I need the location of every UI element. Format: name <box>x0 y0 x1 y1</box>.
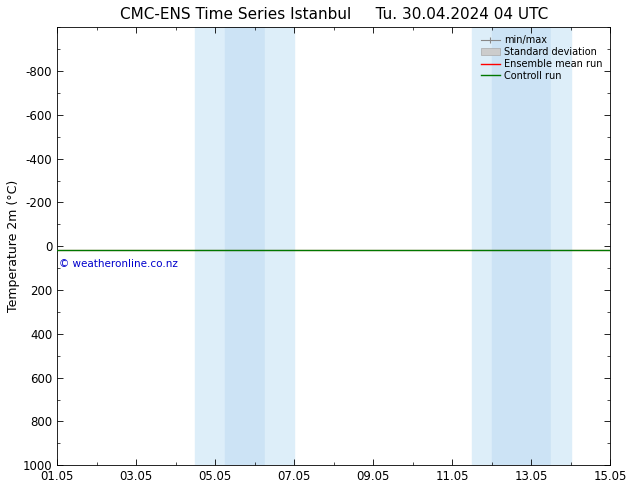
Y-axis label: Temperature 2m (°C): Temperature 2m (°C) <box>7 180 20 312</box>
Bar <box>225 27 264 465</box>
Bar <box>472 27 492 465</box>
Text: © weatheronline.co.nz: © weatheronline.co.nz <box>59 259 178 270</box>
Bar <box>264 27 294 465</box>
Legend: min/max, Standard deviation, Ensemble mean run, Controll run: min/max, Standard deviation, Ensemble me… <box>478 32 605 84</box>
Bar <box>195 27 225 465</box>
Bar <box>551 27 571 465</box>
Title: CMC-ENS Time Series Istanbul     Tu. 30.04.2024 04 UTC: CMC-ENS Time Series Istanbul Tu. 30.04.2… <box>120 7 548 22</box>
Bar <box>492 27 551 465</box>
